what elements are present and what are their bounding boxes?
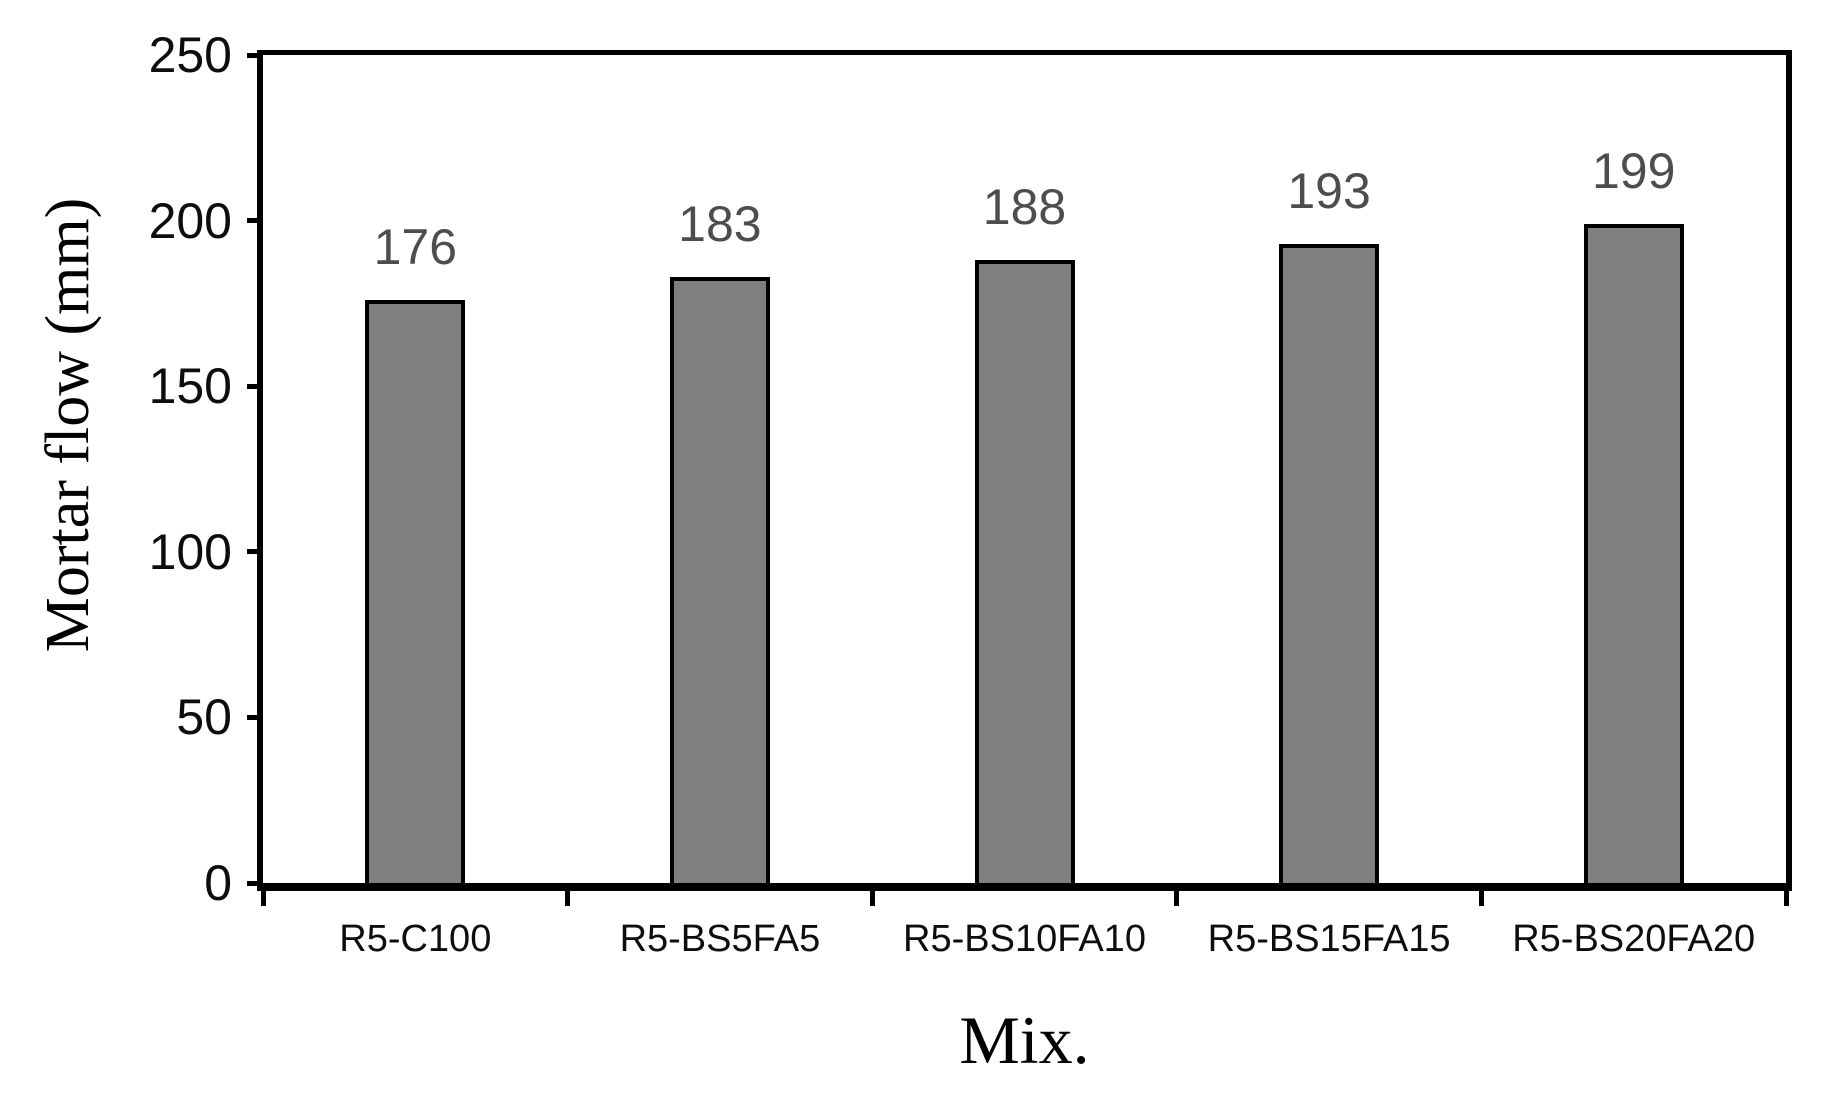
y-tick [247, 714, 263, 720]
x-tick-label: R5-BS5FA5 [619, 918, 821, 960]
bar [1583, 223, 1684, 883]
bar-value-label: 193 [1287, 162, 1371, 219]
y-tick [247, 880, 263, 886]
y-tick-label: 100 [148, 523, 232, 580]
bar-value-label: 199 [1591, 142, 1676, 199]
bar [365, 300, 466, 883]
x-tick [869, 891, 875, 906]
y-tick-label: 200 [148, 192, 232, 249]
x-tick [260, 891, 266, 906]
x-tick [1174, 891, 1180, 906]
x-tick-label: R5-C100 [339, 918, 492, 960]
bar-value-label: 188 [982, 179, 1067, 236]
y-tick [247, 52, 263, 58]
y-tick-label: 150 [148, 358, 232, 415]
y-tick [247, 383, 263, 389]
bar [1279, 243, 1380, 883]
bar [974, 260, 1075, 883]
x-tick-label: R5-BS20FA20 [1512, 918, 1756, 960]
bar-value-label: 183 [678, 195, 762, 252]
x-tick [1478, 891, 1484, 906]
y-tick-label: 250 [148, 27, 232, 83]
y-tick [247, 218, 263, 224]
x-tick-label: R5-BS10FA10 [903, 918, 1146, 960]
x-tick-label: R5-BS15FA15 [1207, 918, 1451, 960]
y-tick-label: 0 [204, 855, 232, 911]
x-tick [565, 891, 571, 906]
bar-value-label: 176 [373, 219, 458, 276]
y-tick-label: 50 [176, 689, 232, 746]
x-axis-title: Mix. [959, 1002, 1090, 1078]
y-axis-title: Mortar flow (mm) [34, 197, 102, 653]
x-tick [1783, 891, 1789, 906]
y-tick [247, 549, 263, 555]
bar [669, 276, 770, 883]
